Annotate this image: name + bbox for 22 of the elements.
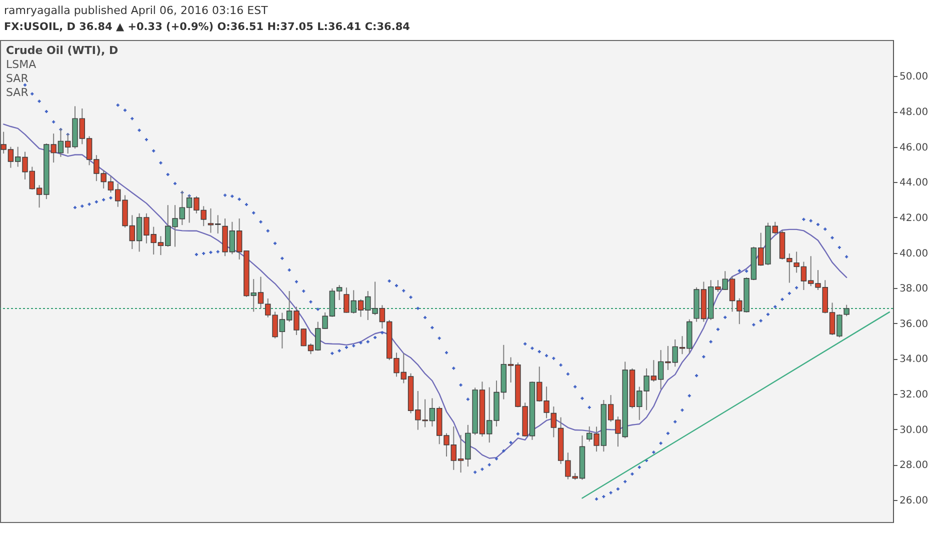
annotation: LSMA bbox=[6, 58, 38, 72]
y-tick-label: 40.00 bbox=[900, 248, 928, 260]
text: ramryagalla published April 06, 2016 03:16 EST bbox=[4, 3, 269, 19]
text: FX:USOIL, D 36.84 ▲ +0.33 (+0.9%) O:36.51 H:37.05 L:36.41 C:36.84 bbox=[4, 20, 410, 35]
y-tick-label: 50.00 bbox=[900, 72, 928, 83]
y-tick-label: 46.00 bbox=[900, 142, 928, 154]
line-series bbox=[2, 124, 848, 459]
y-tick-label: 44.00 bbox=[900, 178, 928, 189]
y-tick-label: 36.00 bbox=[900, 318, 928, 330]
y-tick-label: 48.00 bbox=[900, 107, 928, 118]
y-tick-label: 30.00 bbox=[900, 424, 928, 436]
candlestick bbox=[550, 406, 557, 438]
y-tick-label: 38.00 bbox=[900, 284, 928, 295]
y-tick-label: 28.00 bbox=[900, 460, 928, 472]
chart-title: Crude Oil (WTI), D bbox=[6, 44, 118, 58]
y-tick-label: 42.00 bbox=[900, 212, 928, 224]
y-tick-label: 32.00 bbox=[900, 389, 928, 400]
candlestick bbox=[844, 304, 850, 317]
y-tick-label: 34.00 bbox=[900, 354, 928, 366]
annotation: SAR bbox=[6, 72, 30, 86]
annotation: SAR bbox=[6, 86, 30, 100]
y-tick-label: 26.00 bbox=[900, 495, 928, 506]
